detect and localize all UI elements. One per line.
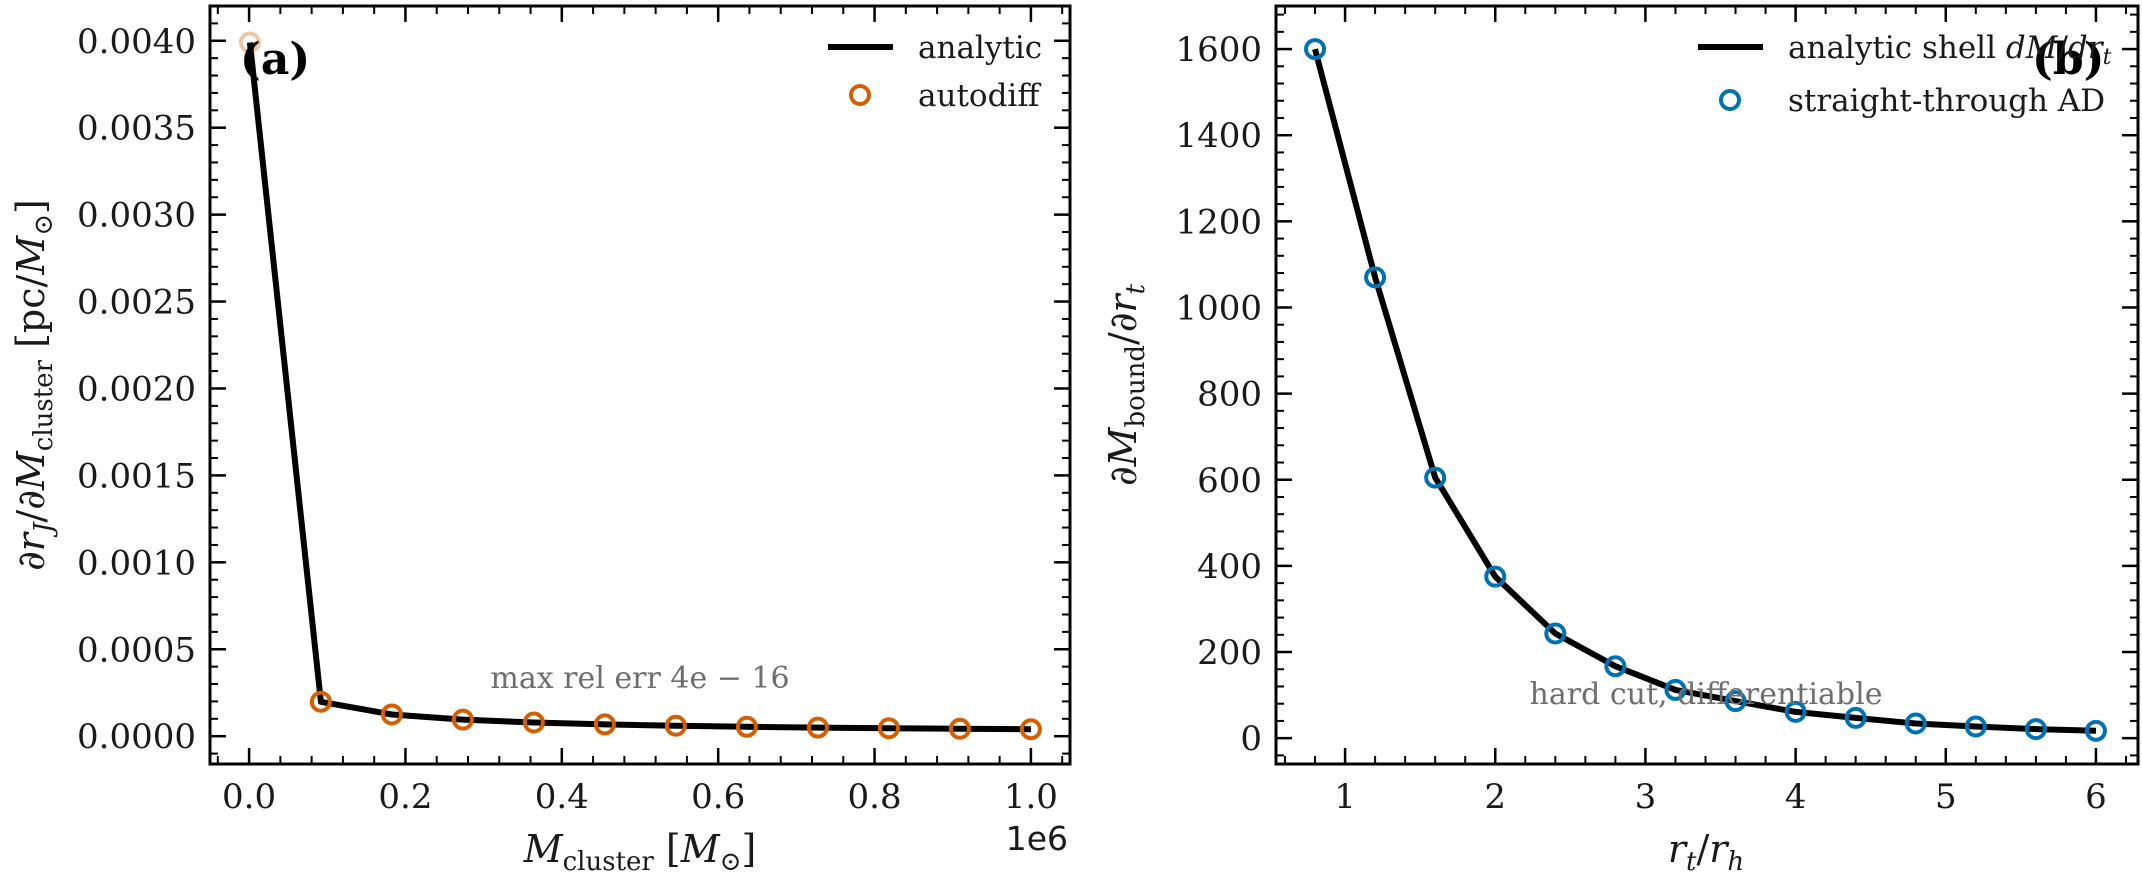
legend-autodiff-marker xyxy=(849,84,871,106)
panel-a-y-tick-label: 0.0015 xyxy=(77,456,196,496)
panel-b-ylabel: ∂Mbound/∂rt xyxy=(1101,283,1151,486)
panel-b-plot-area xyxy=(1304,38,2107,742)
panel-b-x-tick-label: 1 xyxy=(1334,777,1356,817)
panel-a-autodiff-point xyxy=(948,717,971,740)
panel-a-autodiff-point xyxy=(877,717,900,740)
panel-b-y-tick-label: 0 xyxy=(1240,719,1262,759)
panel-b-x-tick-label: 2 xyxy=(1484,777,1506,817)
legend-analytic-label: analytic xyxy=(918,30,1042,66)
panel-b-y-tick-label: 400 xyxy=(1197,547,1262,587)
panel-b-frame xyxy=(1274,4,2140,766)
panel-a-y-tick-label: 0.0035 xyxy=(77,109,196,149)
panel-a-x-tick-label: 0.6 xyxy=(691,777,745,817)
panel-a-y-tick-label: 0.0040 xyxy=(77,22,196,62)
panel-a-frame xyxy=(208,4,1072,766)
panel-b-y-tick-label: 200 xyxy=(1197,633,1262,673)
panel-b-autodiff-point xyxy=(1484,565,1507,588)
panel-b-y-tick-label: 600 xyxy=(1197,461,1262,501)
panel-b-autodiff-point xyxy=(1304,38,1327,61)
panel-a-autodiff-point xyxy=(451,708,474,731)
legend-ad-label: straight-through AD xyxy=(1788,83,2105,119)
panel-b-x-tick-label: 5 xyxy=(1935,777,1957,817)
panel-b-y-tick-label: 1600 xyxy=(1175,30,1262,70)
panel-a-x-tick-label: 0.8 xyxy=(848,777,902,817)
panel-a-ylabel: ∂rJ/∂Mcluster [pc/M⊙] xyxy=(9,199,59,571)
panel-a-autodiff-point xyxy=(664,714,687,737)
panel-a-autodiff-point xyxy=(806,716,829,739)
panel-b-analytic-line xyxy=(1312,48,2097,734)
panel-b-x-tick-label: 4 xyxy=(1785,777,1807,817)
panel-b-autodiff-point xyxy=(2084,719,2107,742)
panel-b-y-tick-label: 1000 xyxy=(1175,288,1262,328)
panel-a-y-tick-label: 0.0005 xyxy=(77,630,196,670)
panel-b-autodiff-point xyxy=(1724,690,1747,713)
panel-a-x-tick-label: 0.4 xyxy=(535,777,589,817)
legend-ad-marker xyxy=(1719,89,1741,111)
panel-b-autodiff-point xyxy=(1664,678,1687,701)
panel-a-autodiff-point xyxy=(735,715,758,738)
panel-a-y-tick-label: 0.0030 xyxy=(77,196,196,236)
panel-b-autodiff-point xyxy=(1604,655,1627,678)
panel-b-y-tick-label: 1200 xyxy=(1175,202,1262,242)
panel-a-x-offset: 1e6 xyxy=(1006,819,1068,858)
panel-a-label: (a) xyxy=(240,34,310,85)
panel-a-x-tick-label: 0.0 xyxy=(222,777,276,817)
panel-a-ticks: 0.0 0.2 0.4 0.6 0.8 1.0 0.0000 0.0005 0.0010 0.00… xyxy=(77,5,1070,817)
panel-b-autodiff-point xyxy=(1904,712,1927,735)
panel-a-y-tick-label: 0.0000 xyxy=(77,717,196,757)
panel-b-autodiff-point xyxy=(2024,718,2047,741)
legend-autodiff-label: autodiff xyxy=(918,78,1041,114)
panel-a-autodiff-point xyxy=(593,713,616,736)
panel-b-autodiff-point xyxy=(1964,715,1987,738)
panel-a-autodiff-point xyxy=(522,711,545,734)
panel-b-x-tick-label: 3 xyxy=(1635,777,1657,817)
panel-a-x-tick-label: 1.0 xyxy=(1004,777,1058,817)
panel-b-y-tick-label: 1400 xyxy=(1175,116,1262,156)
panel-b-annotation: hard cut, differentiable xyxy=(1530,677,1883,712)
panel-b-autodiff-point xyxy=(1784,700,1807,723)
legend-analytic-shell-label: analytic shell dM/drt xyxy=(1788,30,2112,70)
panel-a: 0.0 0.2 0.4 0.6 0.8 1.0 0.0000 0.0005 0.0010 0.00… xyxy=(9,4,1072,877)
panel-a-y-tick-label: 0.0020 xyxy=(77,369,196,409)
panel-a-legend: analytic autodiff xyxy=(828,30,1042,114)
panel-a-autodiff-point xyxy=(380,703,403,726)
panel-a-analytic-line xyxy=(246,42,1031,733)
panel-a-annotation: max rel err 4e − 16 xyxy=(490,661,789,696)
panel-a-autodiff-point xyxy=(309,690,332,713)
panel-a-autodiff-point xyxy=(1019,718,1042,741)
panel-b-autodiff-point xyxy=(1844,706,1867,729)
panel-b-x-tick-label: 6 xyxy=(2085,777,2107,817)
panel-a-x-tick-label: 0.2 xyxy=(378,777,432,817)
panel-b-label: (b) xyxy=(2032,34,2104,85)
panel-b-autodiff-point xyxy=(1364,266,1387,289)
panel-b-autodiff-point xyxy=(1424,466,1447,489)
panel-b-y-tick-label: 800 xyxy=(1197,375,1262,415)
panel-b-autodiff-point xyxy=(1544,622,1567,645)
panel-a-y-tick-label: 0.0025 xyxy=(77,283,196,323)
panel-a-xlabel: Mcluster [M⊙] xyxy=(523,827,757,877)
panel-a-autodiff-point xyxy=(238,31,261,54)
panel-a-y-tick-label: 0.0010 xyxy=(77,543,196,583)
panel-b-xlabel: rt/rh xyxy=(1668,827,1744,877)
panel-b-legend: analytic shell dM/drt straight-through A… xyxy=(1698,30,2112,119)
panel-a-plot-area xyxy=(238,31,1042,741)
